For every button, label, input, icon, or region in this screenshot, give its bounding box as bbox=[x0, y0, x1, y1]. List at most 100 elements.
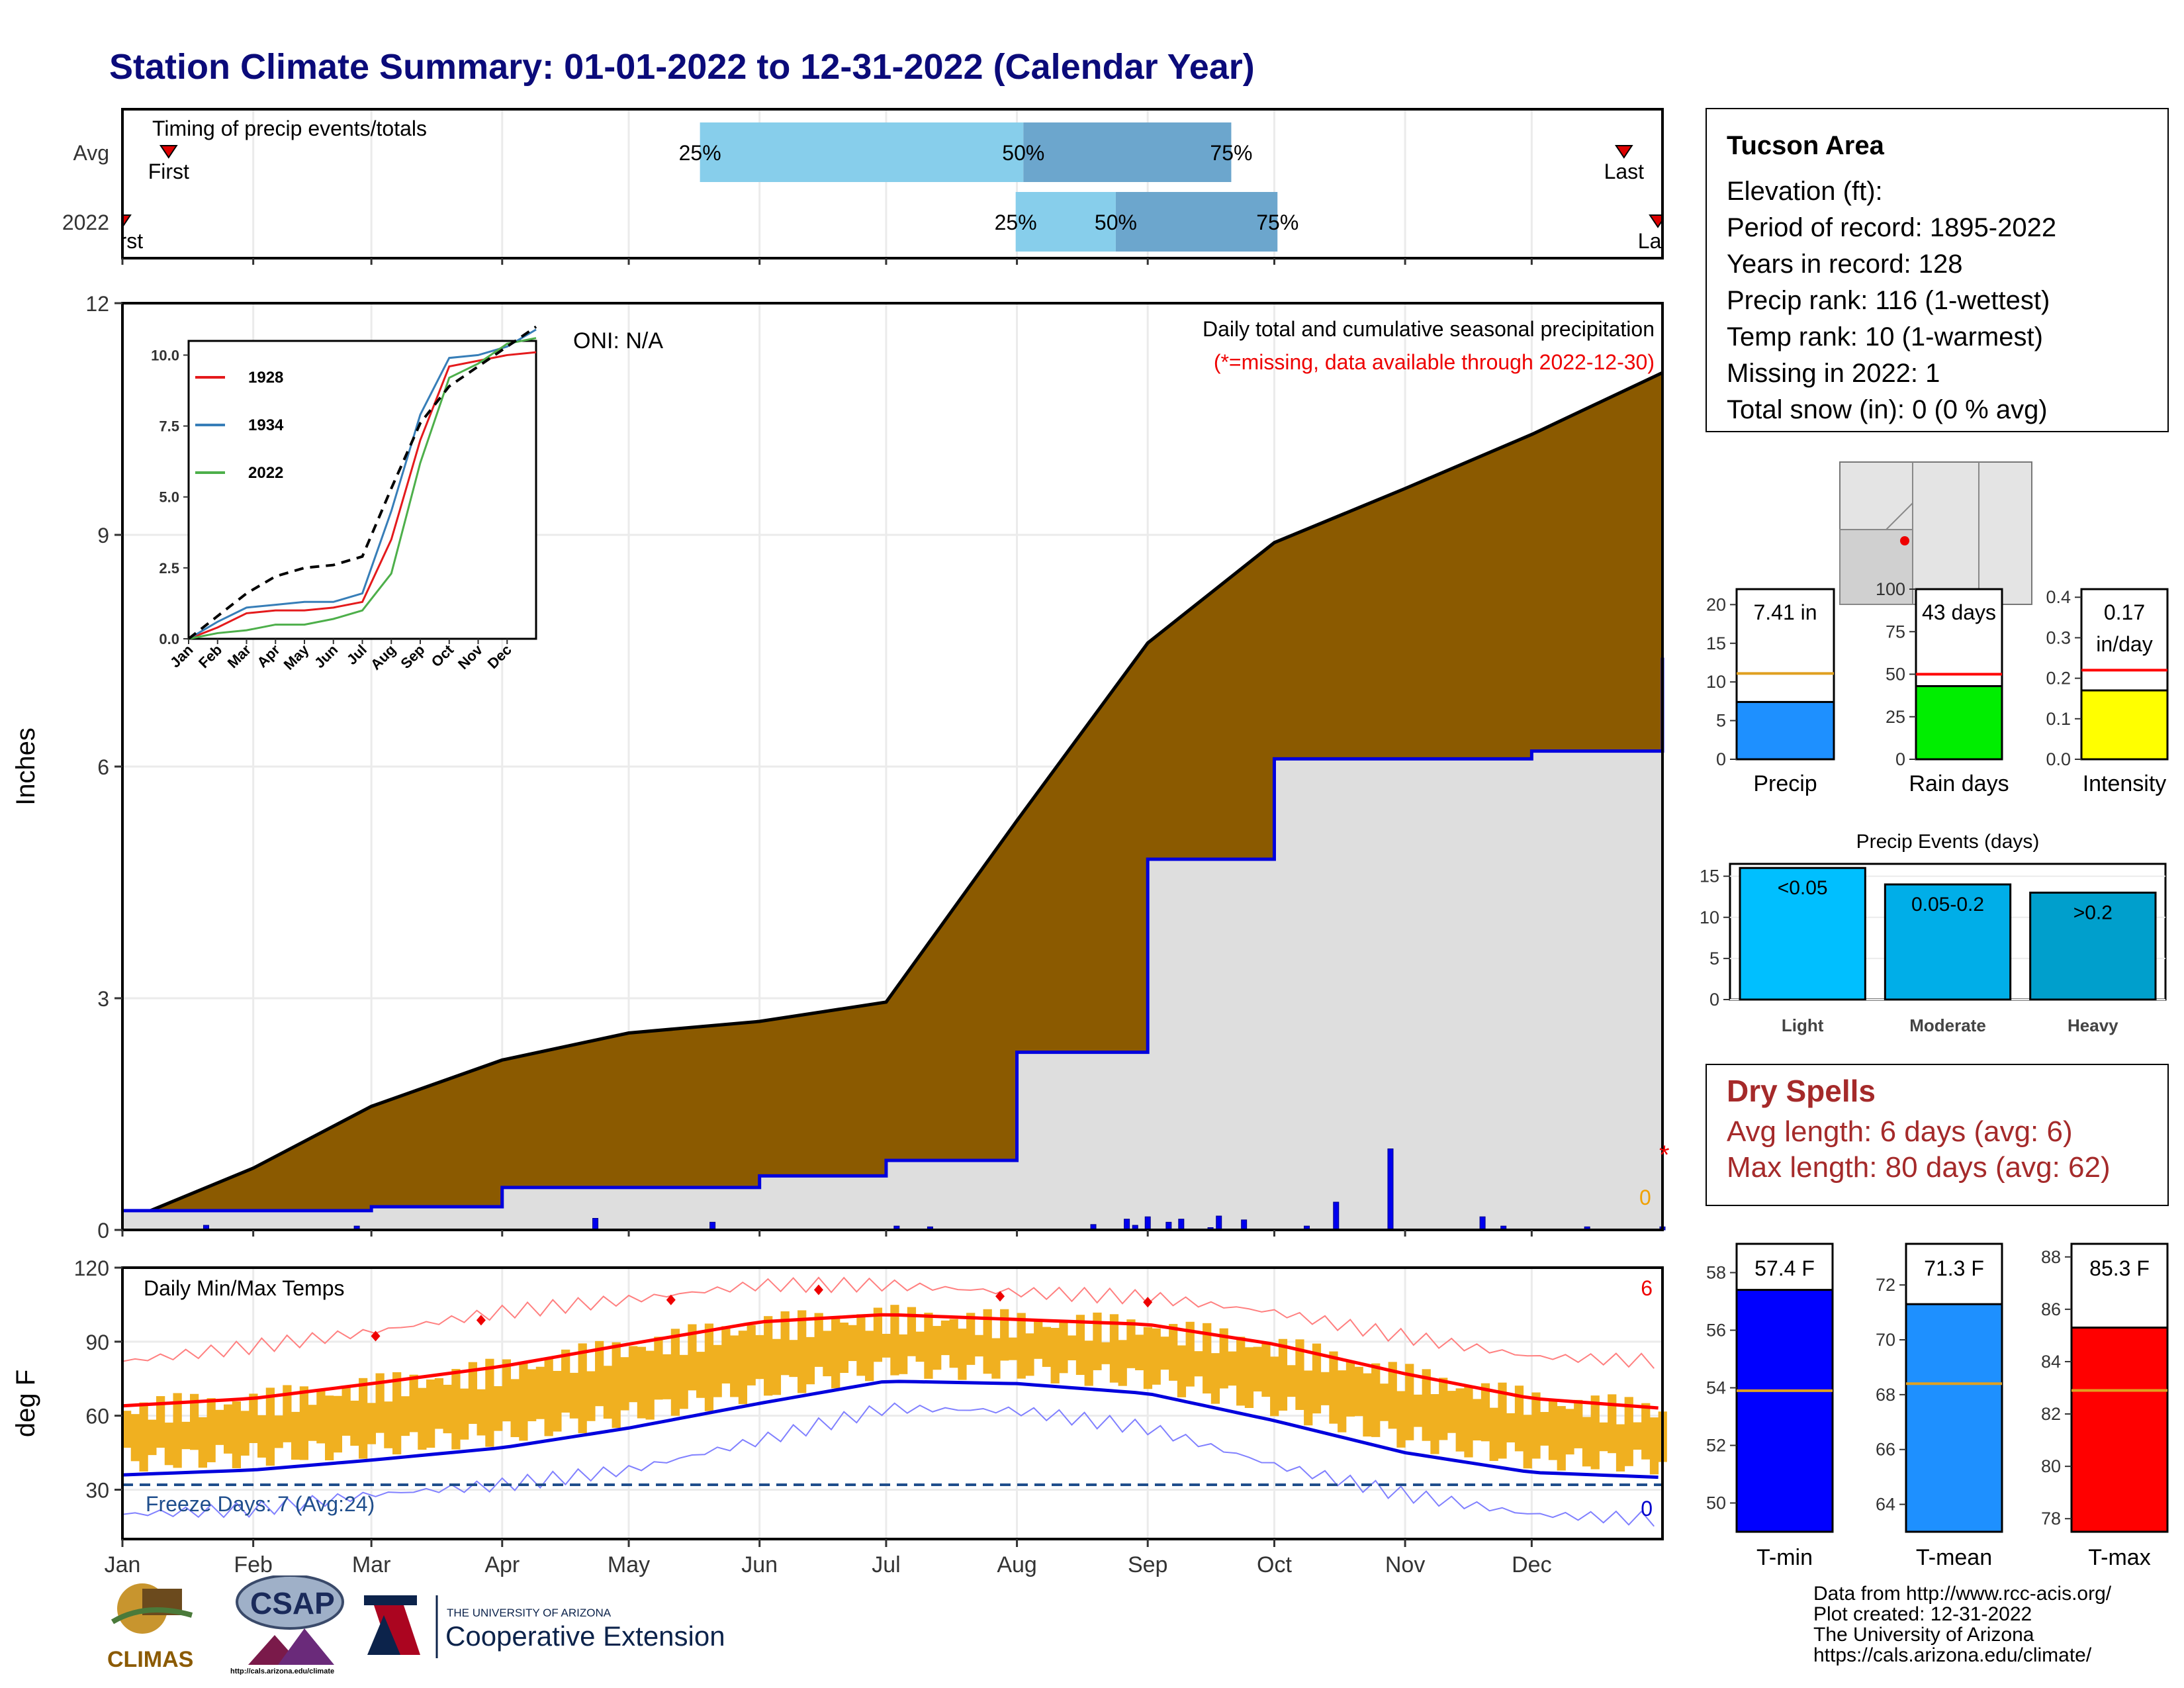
daily-temp-bar bbox=[772, 1338, 782, 1395]
info-elevation: Elevation (ft): bbox=[1727, 177, 1883, 206]
daily-temp-bar bbox=[283, 1385, 292, 1442]
daily-temp-bar bbox=[341, 1385, 351, 1436]
daily-temp-bar bbox=[1608, 1394, 1617, 1454]
daily-temp-bar bbox=[418, 1387, 427, 1450]
daily-temp-bar bbox=[713, 1344, 722, 1397]
daily-temp-bar bbox=[485, 1358, 494, 1447]
intensity-gauge-unit: in/day bbox=[2096, 632, 2152, 656]
daily-temp-bar bbox=[535, 1366, 545, 1419]
map-state-border bbox=[1840, 502, 1913, 530]
daily-temp-bar bbox=[645, 1350, 655, 1420]
daily-temp-bar bbox=[1185, 1321, 1195, 1387]
events-category-label: Light bbox=[1782, 1015, 1824, 1035]
daily-temp-bar bbox=[654, 1336, 663, 1400]
ua-small-text: THE UNIVERSITY OF ARIZONA bbox=[447, 1607, 612, 1619]
tmin-gauge-ytick-label: 56 bbox=[1706, 1321, 1726, 1340]
tmean-gauge-ytick-label: 68 bbox=[1876, 1385, 1895, 1405]
daily-temp-bar bbox=[274, 1415, 283, 1448]
daily-temp-bar bbox=[662, 1354, 672, 1399]
record-high-marker bbox=[813, 1284, 823, 1295]
month-tick-label: Dec bbox=[1512, 1552, 1551, 1577]
daily-temp-bar bbox=[232, 1401, 242, 1468]
intensity-gauge-bar bbox=[2080, 689, 2169, 761]
daily-temp-bar bbox=[831, 1318, 841, 1389]
daily-temp-bar bbox=[1531, 1392, 1541, 1459]
daily-temp-bar bbox=[527, 1369, 537, 1422]
daily-temp-bar bbox=[620, 1357, 629, 1411]
temp-ytick-label: 120 bbox=[74, 1256, 109, 1280]
month-tick-label: Apr bbox=[484, 1552, 520, 1577]
daily-temp-bar bbox=[958, 1329, 967, 1380]
daily-temp-bar bbox=[1261, 1342, 1271, 1397]
daily-temp-bar bbox=[215, 1409, 224, 1445]
daily-precip-bar bbox=[1479, 1216, 1486, 1231]
daily-temp-bar bbox=[1422, 1369, 1431, 1441]
temp-ylabel: deg F bbox=[11, 1370, 40, 1437]
daily-temp-bar bbox=[586, 1371, 596, 1421]
daily-temp-bar bbox=[1590, 1395, 1600, 1470]
timing-frame bbox=[121, 108, 1664, 259]
daily-temp-bar bbox=[291, 1411, 300, 1460]
precip-ytick-label: 9 bbox=[97, 524, 109, 547]
inset-line-1934 bbox=[188, 328, 537, 640]
tmean-gauge-bar bbox=[1905, 1303, 2003, 1533]
daily-temp-bar bbox=[1068, 1335, 1077, 1360]
daily-temp-bar bbox=[206, 1398, 216, 1462]
tmin-gauge-ytick-label: 58 bbox=[1706, 1263, 1726, 1283]
daily-temp-bar bbox=[764, 1316, 773, 1396]
page-title: Station Climate Summary: 01-01-2022 to 1… bbox=[109, 47, 1255, 87]
daily-temp-bar bbox=[198, 1417, 208, 1468]
daily-temp-bar bbox=[797, 1310, 807, 1393]
daily-temp-bar bbox=[257, 1415, 267, 1458]
daily-temp-bar bbox=[679, 1354, 688, 1409]
inset-avg-line bbox=[187, 325, 537, 640]
daily-temp-bar bbox=[400, 1396, 410, 1436]
daily-temp-bar bbox=[181, 1421, 191, 1450]
tmean-gauge-label: T-mean bbox=[1916, 1545, 1992, 1570]
daily-temp-bar bbox=[1152, 1328, 1161, 1385]
daily-temp-bar bbox=[907, 1307, 917, 1356]
daily-temp-bar bbox=[1540, 1412, 1549, 1446]
record-high-marker bbox=[995, 1291, 1005, 1302]
events-bar-light bbox=[1739, 867, 1866, 1001]
credit-url: https://cals.arizona.edu/climate/ bbox=[1813, 1644, 2092, 1666]
daily-temp-bar bbox=[502, 1359, 512, 1422]
dry-spells-title: Dry Spells bbox=[1727, 1074, 1876, 1108]
daily-temp-bar bbox=[434, 1378, 444, 1429]
record-high-marker bbox=[476, 1315, 486, 1326]
tmean-gauge-ytick-label: 72 bbox=[1876, 1275, 1895, 1295]
missing-marker: * bbox=[1659, 1141, 1670, 1170]
daily-temp-bar bbox=[1514, 1385, 1524, 1452]
tmax-gauge-ytick-label: 80 bbox=[2041, 1456, 2061, 1476]
inset-legend-label: 2022 bbox=[248, 464, 283, 482]
daily-temp-bar bbox=[1177, 1345, 1187, 1397]
station-location-marker bbox=[1900, 536, 1909, 545]
daily-temp-bar bbox=[637, 1346, 647, 1419]
info-missing: Missing in 2022: 1 bbox=[1727, 359, 1940, 388]
events-bar-moderate bbox=[1884, 883, 2012, 1001]
avg-min-line bbox=[122, 1380, 1659, 1479]
daily-temp-bar bbox=[1557, 1406, 1566, 1471]
daily-temp-bar bbox=[224, 1404, 233, 1454]
daily-temp-bar bbox=[1160, 1336, 1169, 1370]
tmin-gauge-label: T-min bbox=[1756, 1545, 1813, 1570]
rain-days-gauge-ytick-label: 50 bbox=[1886, 665, 1905, 684]
precip-events-chart: Precip Events (days) 0 5 10 15 <0.05 Light 0.05… bbox=[1700, 831, 2167, 1035]
tmin-gauge-ytick-label: 50 bbox=[1706, 1493, 1726, 1513]
daily-temp-bar bbox=[1270, 1356, 1279, 1417]
station-info-box: Tucson Area Elevation (ft): Period of re… bbox=[1706, 108, 2169, 432]
daily-temp-bar bbox=[1008, 1337, 1018, 1360]
month-tick-label: Jul bbox=[872, 1552, 900, 1577]
daily-temp-bar bbox=[1295, 1339, 1304, 1410]
daily-temp-bar bbox=[392, 1372, 402, 1455]
events-ytick-label: 5 bbox=[1709, 949, 1719, 968]
inset-legend-label: 1934 bbox=[248, 416, 284, 434]
daily-temp-bar bbox=[823, 1331, 832, 1377]
daily-temp-bar bbox=[578, 1343, 587, 1434]
freeze-days-label: Freeze Days: 7 (Avg:24) bbox=[146, 1492, 375, 1516]
daily-temp-bar bbox=[1034, 1319, 1043, 1359]
daily-temp-bar bbox=[1396, 1391, 1406, 1448]
info-precip-rank: Precip rank: 116 (1-wettest) bbox=[1727, 286, 2050, 315]
daily-precip-bar bbox=[1387, 1149, 1394, 1231]
daily-temp-bar bbox=[249, 1393, 258, 1443]
